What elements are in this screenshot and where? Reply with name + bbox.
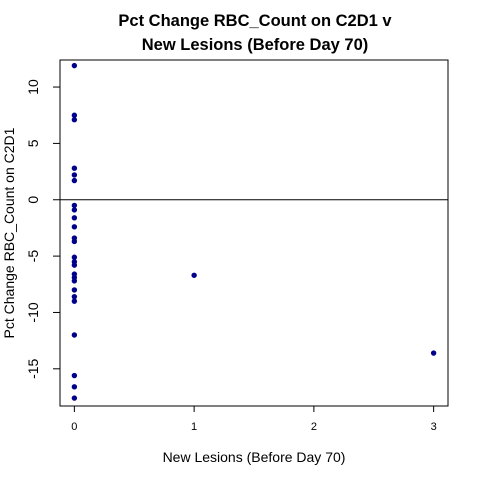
chart-title-line-1: Pct Change RBC_Count on C2D1 v	[118, 12, 392, 30]
data-point	[71, 172, 78, 178]
data-point	[71, 202, 78, 209]
data-point	[71, 262, 78, 268]
y-tick-label: 5	[25, 139, 41, 147]
data-point	[71, 384, 78, 390]
data-point	[71, 278, 78, 284]
x-tick-label: 1	[191, 421, 197, 433]
x-tick-label: 3	[431, 421, 437, 433]
data-point	[71, 254, 78, 260]
data-point	[71, 395, 78, 401]
data-point	[71, 224, 78, 230]
data-point	[71, 177, 78, 184]
data-point	[71, 112, 78, 118]
x-tick-label: 2	[311, 421, 317, 433]
data-point	[71, 207, 78, 213]
data-point	[71, 332, 78, 338]
data-point	[71, 215, 78, 221]
data-point	[71, 62, 78, 69]
y-axis: -15 -10 -5 0 5 10	[25, 79, 60, 379]
data-points	[71, 62, 437, 401]
data-point	[191, 272, 197, 278]
data-point	[71, 117, 78, 123]
data-point	[71, 298, 78, 304]
data-point	[71, 238, 78, 245]
x-axis: 0 1 2 3	[71, 406, 437, 433]
plot-area-frame	[59, 59, 449, 407]
chart-title-line-2: New Lesions (Before Day 70)	[142, 36, 369, 54]
data-point	[71, 372, 78, 379]
y-tick-label: 10	[25, 79, 41, 95]
y-tick-label: -5	[25, 250, 41, 263]
data-point	[71, 165, 78, 171]
y-tick-label: -10	[25, 302, 41, 322]
y-axis-title: Pct Change RBC_Count on C2D1	[1, 127, 17, 338]
y-tick-label: 0	[25, 196, 41, 204]
data-point	[71, 293, 78, 300]
data-point	[71, 287, 78, 293]
x-axis-title: New Lesions (Before Day 70)	[163, 449, 346, 465]
y-tick-label: -15	[25, 358, 41, 378]
x-tick-label: 0	[71, 421, 77, 433]
data-point	[430, 350, 437, 356]
